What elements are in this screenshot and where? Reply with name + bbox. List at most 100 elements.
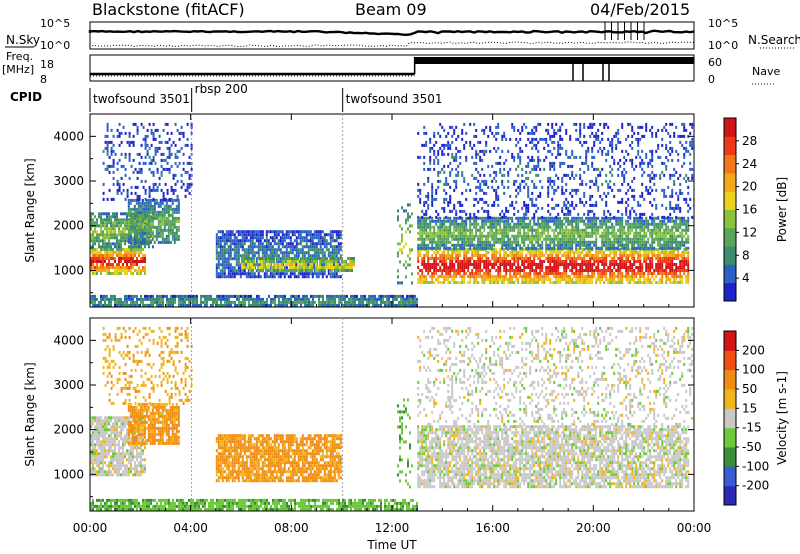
range-cell — [635, 275, 638, 278]
range-cell — [331, 233, 334, 237]
range-cell — [265, 236, 268, 240]
range-cell — [681, 260, 684, 263]
range-cell — [493, 251, 496, 254]
range-cell — [659, 243, 662, 247]
range-cell — [221, 266, 224, 270]
range-cell — [495, 269, 498, 272]
range-cell — [657, 266, 660, 269]
range-cell — [237, 263, 240, 267]
range-cell — [549, 260, 552, 263]
range-cell — [617, 281, 620, 284]
range-cell — [673, 278, 676, 281]
range-cell — [116, 236, 118, 240]
range-cell — [277, 275, 280, 279]
range-cell — [529, 228, 532, 232]
range-cell — [571, 222, 574, 226]
range-cell — [639, 228, 642, 232]
range-cell — [433, 228, 436, 232]
range-cell — [102, 245, 104, 249]
range-cell — [110, 224, 112, 228]
range-cell — [118, 218, 120, 222]
range-cell — [321, 236, 324, 240]
range-cell — [245, 230, 248, 234]
range-cell — [140, 269, 142, 272]
range-cell — [293, 269, 295, 272]
range-cell — [601, 216, 604, 220]
range-cell — [144, 257, 146, 260]
range-cell — [431, 182, 434, 186]
range-cell — [307, 275, 310, 279]
range-cell — [653, 254, 656, 257]
range-cell — [609, 251, 612, 254]
range-cell — [96, 248, 98, 251]
range-cell — [136, 224, 138, 228]
range-cell — [261, 263, 263, 266]
range-cell — [138, 197, 141, 201]
range-cell — [275, 257, 278, 261]
range-cell — [599, 219, 602, 223]
range-cell — [459, 251, 462, 254]
range-cell — [535, 240, 538, 244]
range-cell — [661, 243, 664, 247]
range-cell — [327, 266, 329, 269]
range-cell — [647, 254, 650, 257]
range-cell — [563, 246, 566, 250]
range-cell — [473, 251, 476, 254]
range-cell — [515, 260, 518, 263]
range-cell — [102, 257, 104, 260]
range-cell — [453, 179, 456, 183]
range-cell — [493, 275, 496, 278]
range-cell — [533, 254, 536, 257]
range-cell — [427, 257, 430, 260]
range-cell — [217, 266, 220, 270]
range-cell — [237, 251, 240, 255]
range-cell — [159, 219, 162, 223]
range-cell — [677, 254, 680, 257]
range-cell — [152, 236, 154, 240]
range-cell — [163, 210, 166, 214]
range-cell — [581, 278, 584, 281]
range-cell — [549, 263, 552, 266]
range-cell — [595, 228, 598, 232]
range-cell — [253, 233, 256, 237]
range-cell — [687, 234, 690, 238]
range-cell — [469, 122, 472, 126]
range-cell — [269, 251, 272, 255]
range-cell — [461, 234, 464, 238]
range-cell — [547, 275, 550, 278]
range-cell — [593, 272, 596, 275]
range-cell — [621, 225, 624, 229]
range-cell — [147, 228, 150, 232]
range-cell — [501, 260, 504, 263]
range-cell — [317, 254, 320, 258]
range-cell — [423, 216, 426, 220]
range-cell — [441, 143, 444, 147]
range-cell — [108, 239, 110, 243]
range-cell — [619, 248, 622, 251]
range-cell — [631, 269, 634, 272]
range-cell — [421, 278, 424, 281]
range-cell — [305, 230, 308, 234]
range-cell — [457, 251, 460, 254]
range-cell — [489, 263, 492, 266]
range-cell — [417, 222, 420, 226]
range-cell — [469, 257, 472, 260]
range-cell — [175, 228, 178, 232]
range-cell — [271, 251, 274, 255]
range-cell — [651, 243, 654, 247]
range-cell — [315, 230, 318, 234]
range-cell — [129, 213, 132, 217]
range-cell — [157, 222, 160, 226]
range-cell — [513, 251, 516, 254]
range-cell — [479, 275, 482, 278]
range-cell — [319, 248, 322, 252]
range-cell — [411, 281, 413, 285]
range-cell — [449, 275, 452, 278]
range-cell — [221, 245, 224, 249]
range-cell — [521, 275, 524, 278]
range-cell — [339, 275, 342, 279]
range-cell — [156, 185, 159, 189]
range-cell — [479, 266, 482, 269]
range-cell — [497, 278, 500, 281]
range-cell — [539, 246, 542, 250]
